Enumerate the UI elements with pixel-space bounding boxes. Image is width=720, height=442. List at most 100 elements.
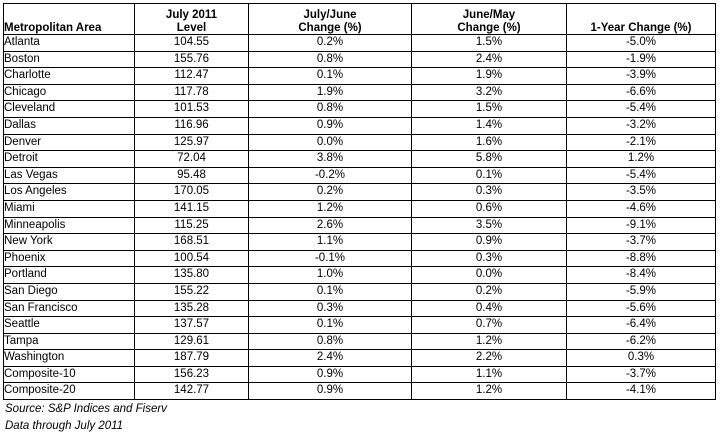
one-year-change-cell: -5.9% — [566, 282, 716, 301]
june-may-change-cell: 1.2% — [411, 332, 567, 351]
one-year-change-cell: -3.5% — [566, 183, 716, 201]
metro-area-cell: Tampa — [3, 332, 135, 351]
one-year-change-cell: -6.2% — [566, 332, 716, 351]
metro-area-cell: New York — [3, 233, 135, 251]
june-may-change-cell: 1.4% — [411, 116, 567, 135]
june-may-change-cell: 3.5% — [411, 216, 567, 235]
metro-area-cell: Cleveland — [3, 100, 135, 118]
table-row: Denver 125.97 0.0% 1.6% -2.1% — [3, 133, 716, 152]
header-june-may-change: June/May Change (%) — [411, 3, 567, 35]
july-june-change-cell: 1.1% — [248, 233, 412, 251]
metro-area-cell: Composite-10 — [3, 365, 135, 384]
metro-area-cell: Portland — [3, 266, 135, 284]
table-row: Phoenix 100.54 -0.1% 0.3% -8.8% — [3, 249, 716, 268]
june-may-change-cell: 0.4% — [411, 299, 567, 318]
july-june-change-cell: 3.8% — [248, 150, 412, 168]
july-june-change-cell: 0.0% — [248, 133, 412, 152]
metro-area-cell: Las Vegas — [3, 166, 135, 185]
one-year-change-cell: -4.6% — [566, 199, 716, 218]
june-may-change-cell: 3.2% — [411, 83, 567, 102]
header-line: Metropolitan Area — [4, 21, 102, 34]
level-cell: 155.76 — [134, 50, 249, 69]
table-row: Boston 155.76 0.8% 2.4% -1.9% — [3, 50, 716, 69]
june-may-change-cell: 0.9% — [411, 233, 567, 251]
level-cell: 155.22 — [134, 282, 249, 301]
table-row: Composite-10 156.23 0.9% 1.1% -3.7% — [3, 365, 716, 384]
june-may-change-cell: 2.2% — [411, 349, 567, 367]
one-year-change-cell: -1.9% — [566, 50, 716, 69]
table-row: Las Vegas 95.48 -0.2% 0.1% -5.4% — [3, 166, 716, 185]
june-may-change-cell: 1.2% — [411, 382, 567, 401]
table-container: Metropolitan Area July 2011 Level July/J… — [3, 3, 716, 434]
july-june-change-cell: -0.1% — [248, 249, 412, 268]
metro-area-cell: Minneapolis — [3, 216, 135, 235]
july-june-change-cell: 0.8% — [248, 332, 412, 351]
july-june-change-cell: 0.9% — [248, 382, 412, 401]
june-may-change-cell: 5.8% — [411, 150, 567, 168]
metro-area-cell: Atlanta — [3, 34, 135, 52]
june-may-change-cell: 1.5% — [411, 34, 567, 52]
table-row: San Diego 155.22 0.1% 0.2% -5.9% — [3, 282, 716, 301]
metro-area-cell: Composite-20 — [3, 382, 135, 401]
one-year-change-cell: -3.2% — [566, 116, 716, 135]
table-row: Atlanta 104.55 0.2% 1.5% -5.0% — [3, 34, 716, 52]
metro-area-cell: Chicago — [3, 83, 135, 102]
level-cell: 95.48 — [134, 166, 249, 185]
july-june-change-cell: 0.8% — [248, 50, 412, 69]
table-row: Detroit 72.04 3.8% 5.8% 1.2% — [3, 150, 716, 168]
one-year-change-cell: -5.6% — [566, 299, 716, 318]
header-line: July 2011 — [165, 9, 218, 21]
metro-area-cell: Phoenix — [3, 249, 135, 268]
july-june-change-cell: 0.3% — [248, 299, 412, 318]
header-july-2011-level: July 2011 Level — [134, 3, 249, 35]
july-june-change-cell: 2.4% — [248, 349, 412, 367]
metro-area-cell: Detroit — [3, 150, 135, 168]
june-may-change-cell: 1.1% — [411, 365, 567, 384]
level-cell: 101.53 — [134, 100, 249, 118]
level-cell: 112.47 — [134, 67, 249, 85]
july-june-change-cell: -0.2% — [248, 166, 412, 185]
june-may-change-cell: 0.3% — [411, 183, 567, 201]
july-june-change-cell: 0.1% — [248, 282, 412, 301]
june-may-change-cell: 0.2% — [411, 282, 567, 301]
one-year-change-cell: -6.4% — [566, 316, 716, 334]
july-june-change-cell: 0.8% — [248, 100, 412, 118]
june-may-change-cell: 1.6% — [411, 133, 567, 152]
metro-area-cell: Los Angeles — [3, 183, 135, 201]
level-cell: 125.97 — [134, 133, 249, 152]
one-year-change-cell: -6.6% — [566, 83, 716, 102]
header-july-june-change: July/June Change (%) — [248, 3, 412, 35]
june-may-change-cell: 0.6% — [411, 199, 567, 218]
metro-area-cell: Miami — [3, 199, 135, 218]
level-cell: 104.55 — [134, 34, 249, 52]
table-row: San Francisco 135.28 0.3% 0.4% -5.6% — [3, 299, 716, 318]
june-may-change-cell: 0.7% — [411, 316, 567, 334]
one-year-change-cell: -5.0% — [566, 34, 716, 52]
one-year-change-cell: -3.7% — [566, 233, 716, 251]
one-year-change-cell: -8.8% — [566, 249, 716, 268]
home-price-table: Metropolitan Area July 2011 Level July/J… — [3, 3, 716, 401]
level-cell: 100.54 — [134, 249, 249, 268]
metro-area-cell: Boston — [3, 50, 135, 69]
data-through-note: Data through July 2011 — [5, 420, 124, 433]
metro-area-cell: San Diego — [3, 282, 135, 301]
one-year-change-cell: -3.9% — [566, 67, 716, 85]
july-june-change-cell: 0.2% — [248, 183, 412, 201]
july-june-change-cell: 0.9% — [248, 365, 412, 384]
one-year-change-cell: -8.4% — [566, 266, 716, 284]
one-year-change-cell: -4.1% — [566, 382, 716, 401]
table-row: Tampa 129.61 0.8% 1.2% -6.2% — [3, 332, 716, 351]
level-cell: 168.51 — [134, 233, 249, 251]
header-line: 1-Year Change (%) — [590, 21, 692, 34]
header-line: July/June — [303, 9, 357, 21]
level-cell: 137.57 — [134, 316, 249, 334]
table-row: Cleveland 101.53 0.8% 1.5% -5.4% — [3, 100, 716, 118]
header-line: Change (%) — [298, 21, 362, 34]
table-row: Composite-20 142.77 0.9% 1.2% -4.1% — [3, 382, 716, 401]
metro-area-cell: Charlotte — [3, 67, 135, 85]
metro-area-cell: Seattle — [3, 316, 135, 334]
header-metropolitan-area: Metropolitan Area — [3, 3, 135, 35]
june-may-change-cell: 1.5% — [411, 100, 567, 118]
metro-area-cell: Dallas — [3, 116, 135, 135]
table-row: Washington 187.79 2.4% 2.2% 0.3% — [3, 349, 716, 367]
